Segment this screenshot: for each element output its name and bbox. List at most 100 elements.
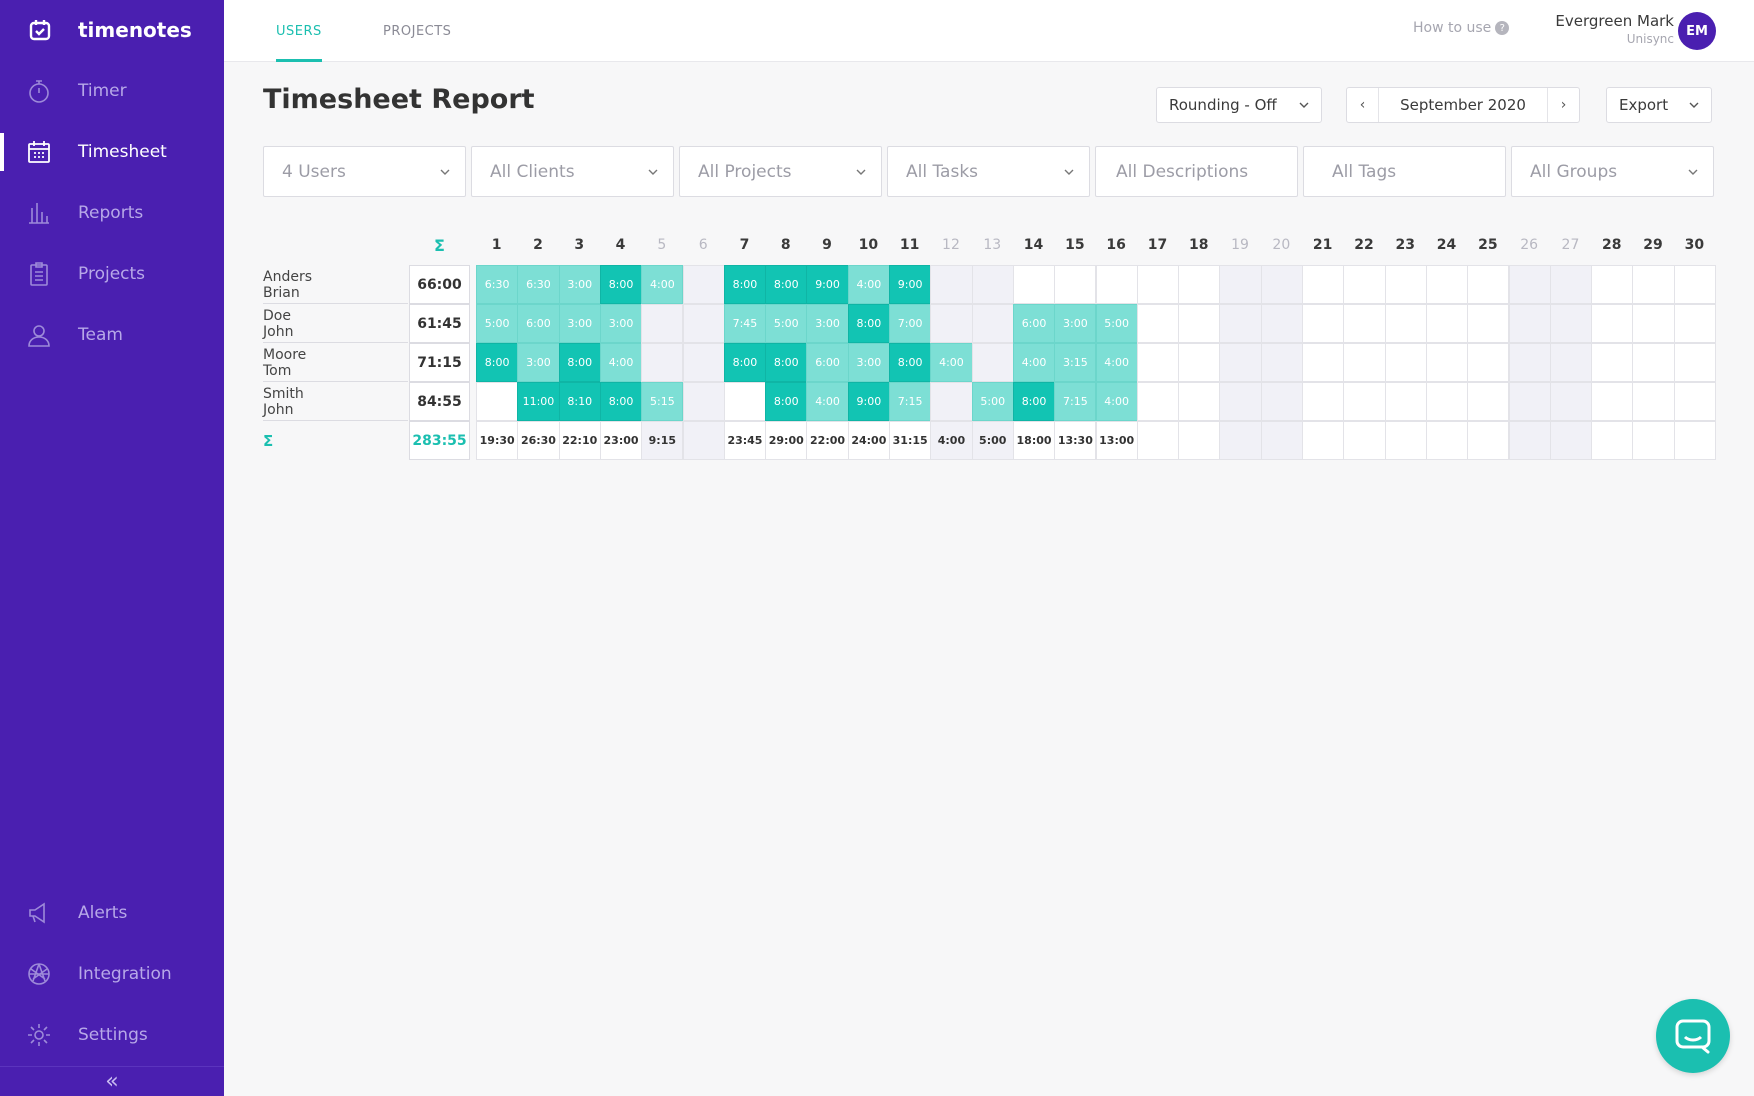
row-user-name[interactable]: Doe John bbox=[263, 307, 294, 340]
time-cell[interactable]: 8:00 bbox=[765, 343, 808, 382]
time-cell[interactable]: 3:00 bbox=[806, 304, 849, 343]
time-cell[interactable] bbox=[1549, 343, 1593, 382]
time-cell[interactable] bbox=[1425, 343, 1469, 382]
time-cell[interactable] bbox=[1136, 343, 1180, 382]
time-cell[interactable] bbox=[1591, 265, 1634, 304]
time-cell[interactable]: 8:00 bbox=[765, 265, 808, 304]
time-cell[interactable] bbox=[1302, 382, 1345, 421]
time-cell[interactable] bbox=[1425, 265, 1469, 304]
time-cell[interactable]: 5:15 bbox=[641, 382, 684, 421]
time-cell[interactable]: 8:00 bbox=[1012, 382, 1056, 421]
time-cell[interactable] bbox=[1591, 343, 1634, 382]
time-cell[interactable] bbox=[1591, 304, 1634, 343]
time-cell[interactable] bbox=[1673, 265, 1716, 304]
row-user-name[interactable]: Moore Tom bbox=[263, 346, 307, 379]
time-cell[interactable] bbox=[1591, 382, 1634, 421]
time-cell[interactable]: 7:00 bbox=[889, 304, 932, 343]
sidebar-item-integration[interactable]: Integration bbox=[0, 949, 224, 999]
time-cell[interactable] bbox=[971, 265, 1014, 304]
sidebar-item-alerts[interactable]: Alerts bbox=[0, 888, 224, 938]
tab-projects[interactable]: PROJECTS bbox=[383, 23, 452, 39]
time-cell[interactable] bbox=[1219, 343, 1262, 382]
time-cell[interactable] bbox=[1467, 343, 1510, 382]
time-cell[interactable] bbox=[930, 382, 973, 421]
time-cell[interactable] bbox=[1467, 304, 1510, 343]
time-cell[interactable]: 6:30 bbox=[476, 265, 519, 304]
time-cell[interactable] bbox=[1508, 265, 1551, 304]
time-cell[interactable]: 8:00 bbox=[476, 343, 519, 382]
time-cell[interactable] bbox=[1508, 343, 1551, 382]
time-cell[interactable]: 6:00 bbox=[806, 343, 849, 382]
row-user-name[interactable]: Anders Brian bbox=[263, 268, 312, 301]
time-cell[interactable] bbox=[1467, 382, 1510, 421]
time-cell[interactable] bbox=[1673, 343, 1716, 382]
time-cell[interactable] bbox=[1260, 382, 1303, 421]
time-cell[interactable] bbox=[476, 382, 519, 421]
time-cell[interactable] bbox=[1467, 265, 1510, 304]
time-cell[interactable]: 3:00 bbox=[1054, 304, 1097, 343]
time-cell[interactable] bbox=[1219, 265, 1262, 304]
time-cell[interactable] bbox=[1178, 304, 1221, 343]
time-cell[interactable] bbox=[682, 382, 725, 421]
month-label[interactable]: September 2020 bbox=[1400, 96, 1526, 114]
time-cell[interactable] bbox=[1384, 265, 1427, 304]
time-cell[interactable] bbox=[1219, 382, 1262, 421]
rounding-dropdown[interactable]: Rounding - Off bbox=[1156, 87, 1322, 123]
how-to-use-link[interactable]: How to use ? bbox=[1413, 20, 1510, 36]
time-cell[interactable] bbox=[1632, 382, 1675, 421]
time-cell[interactable] bbox=[682, 265, 725, 304]
clients-filter[interactable]: All Clients bbox=[471, 146, 674, 197]
time-cell[interactable]: 8:00 bbox=[847, 304, 890, 343]
time-cell[interactable] bbox=[1302, 343, 1345, 382]
time-cell[interactable] bbox=[1302, 265, 1345, 304]
time-cell[interactable]: 3:00 bbox=[599, 304, 643, 343]
time-cell[interactable]: 11:00 bbox=[517, 382, 560, 421]
time-cell[interactable]: 4:00 bbox=[806, 382, 849, 421]
sidebar-item-team[interactable]: Team bbox=[0, 310, 224, 360]
avatar[interactable]: EM bbox=[1678, 12, 1716, 50]
time-cell[interactable]: 6:30 bbox=[517, 265, 560, 304]
time-cell[interactable]: 3:00 bbox=[517, 343, 560, 382]
time-cell[interactable] bbox=[1549, 382, 1593, 421]
tags-filter[interactable]: All Tags bbox=[1303, 146, 1506, 197]
time-cell[interactable]: 4:00 bbox=[1095, 343, 1138, 382]
time-cell[interactable]: 5:00 bbox=[1095, 304, 1138, 343]
time-cell[interactable]: 3:00 bbox=[558, 265, 601, 304]
time-cell[interactable]: 9:00 bbox=[806, 265, 849, 304]
row-user-name[interactable]: Smith John bbox=[263, 385, 304, 418]
time-cell[interactable] bbox=[1054, 265, 1097, 304]
time-cell[interactable] bbox=[971, 343, 1014, 382]
time-cell[interactable]: 7:15 bbox=[889, 382, 932, 421]
time-cell[interactable]: 3:00 bbox=[558, 304, 601, 343]
time-cell[interactable] bbox=[1384, 343, 1427, 382]
time-cell[interactable] bbox=[1673, 382, 1716, 421]
time-cell[interactable]: 3:15 bbox=[1054, 343, 1097, 382]
chat-button[interactable] bbox=[1656, 999, 1730, 1073]
time-cell[interactable] bbox=[1343, 343, 1386, 382]
projects-filter[interactable]: All Projects bbox=[679, 146, 882, 197]
time-cell[interactable] bbox=[1673, 304, 1716, 343]
sidebar-item-settings[interactable]: Settings bbox=[0, 1010, 224, 1060]
time-cell[interactable] bbox=[1425, 382, 1469, 421]
time-cell[interactable] bbox=[1549, 265, 1593, 304]
descriptions-filter[interactable]: All Descriptions bbox=[1095, 146, 1298, 197]
time-cell[interactable] bbox=[1384, 304, 1427, 343]
time-cell[interactable]: 4:00 bbox=[930, 343, 973, 382]
time-cell[interactable]: 6:00 bbox=[1012, 304, 1056, 343]
time-cell[interactable]: 7:15 bbox=[1054, 382, 1097, 421]
time-cell[interactable]: 8:00 bbox=[558, 343, 601, 382]
time-cell[interactable] bbox=[641, 343, 684, 382]
time-cell[interactable] bbox=[1260, 265, 1303, 304]
time-cell[interactable] bbox=[1178, 343, 1221, 382]
brand[interactable]: timenotes bbox=[28, 14, 192, 46]
time-cell[interactable] bbox=[1136, 304, 1180, 343]
time-cell[interactable]: 8:00 bbox=[889, 343, 932, 382]
time-cell[interactable] bbox=[1178, 382, 1221, 421]
time-cell[interactable] bbox=[1508, 382, 1551, 421]
time-cell[interactable]: 8:00 bbox=[599, 265, 643, 304]
time-cell[interactable]: 4:00 bbox=[641, 265, 684, 304]
time-cell[interactable]: 8:00 bbox=[765, 382, 808, 421]
next-month-button[interactable]: › bbox=[1547, 88, 1579, 122]
time-cell[interactable] bbox=[1178, 265, 1221, 304]
time-cell[interactable]: 7:45 bbox=[723, 304, 767, 343]
